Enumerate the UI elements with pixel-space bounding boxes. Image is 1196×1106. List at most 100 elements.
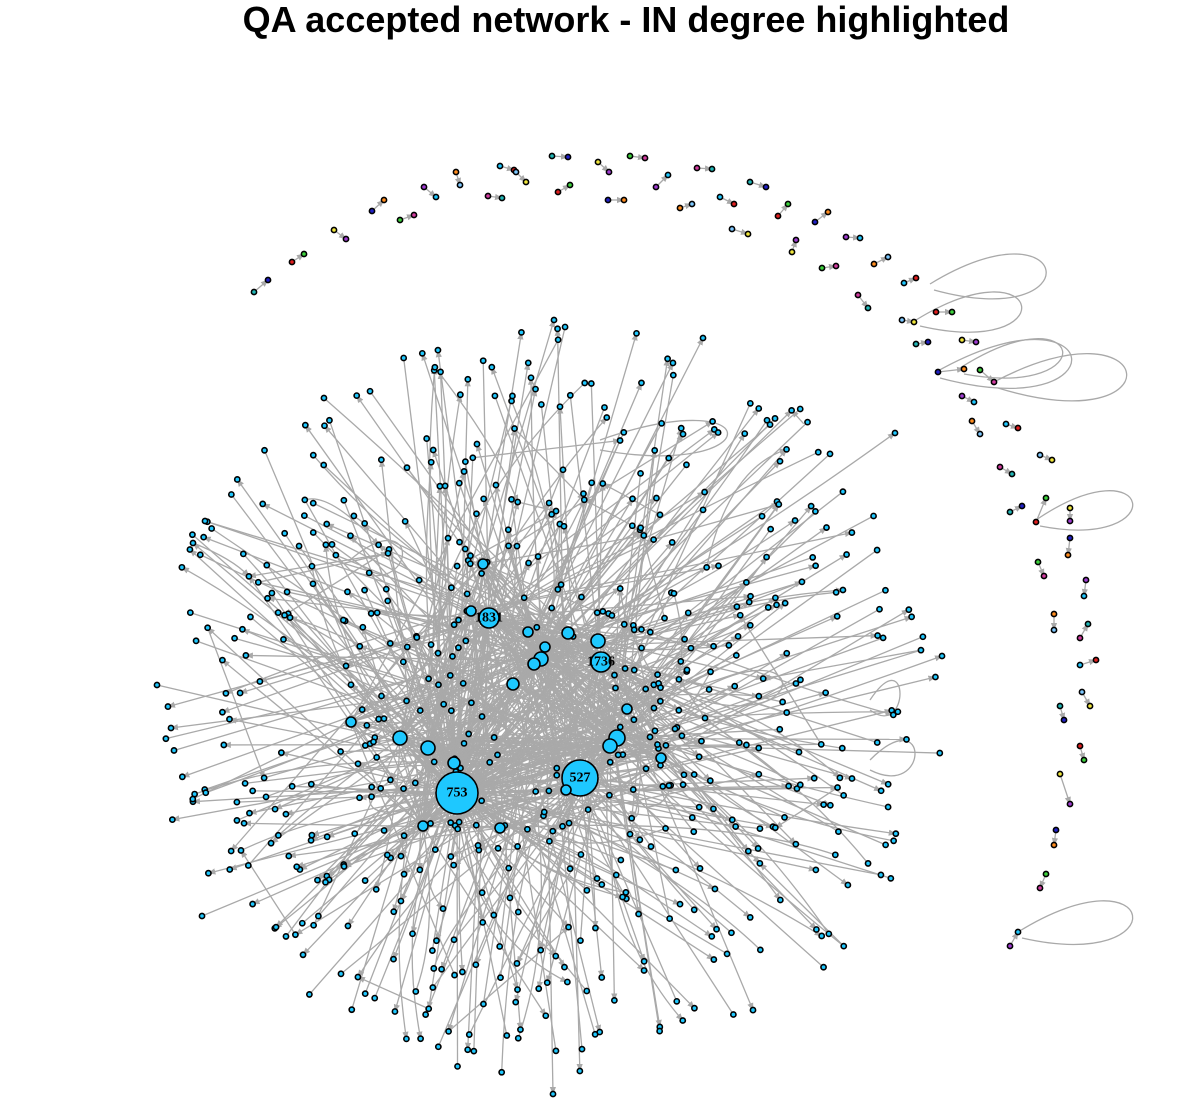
node xyxy=(677,424,685,432)
node xyxy=(417,820,429,832)
edge xyxy=(289,616,581,779)
node xyxy=(552,507,560,515)
edge xyxy=(565,789,732,934)
edge xyxy=(482,663,537,1005)
node xyxy=(683,461,690,469)
node xyxy=(576,1067,584,1075)
node xyxy=(970,398,978,406)
node xyxy=(430,758,438,766)
edge xyxy=(482,533,645,565)
node xyxy=(361,877,369,884)
node xyxy=(397,897,405,905)
node xyxy=(561,963,568,971)
edge xyxy=(326,523,599,642)
edge xyxy=(247,610,472,866)
node xyxy=(566,865,574,873)
node xyxy=(358,706,366,713)
node xyxy=(444,534,452,542)
node xyxy=(749,1006,757,1014)
node xyxy=(439,905,447,913)
node xyxy=(436,482,444,490)
node xyxy=(891,429,899,437)
node xyxy=(809,554,817,561)
edge xyxy=(399,737,570,928)
node xyxy=(713,925,720,933)
node xyxy=(734,632,742,640)
node xyxy=(683,666,691,674)
node xyxy=(583,987,591,995)
node xyxy=(368,783,376,791)
node xyxy=(788,406,796,414)
edge xyxy=(791,409,804,424)
node xyxy=(687,644,695,652)
node xyxy=(1042,494,1050,502)
edge xyxy=(616,528,772,739)
edge xyxy=(533,663,568,791)
node xyxy=(958,392,966,400)
node xyxy=(1014,928,1022,936)
edge xyxy=(540,332,638,660)
node xyxy=(646,628,654,636)
edge xyxy=(482,563,567,791)
node xyxy=(614,751,622,759)
chart-title: QA accepted network - IN degree highligh… xyxy=(242,0,1010,40)
node xyxy=(688,200,696,208)
node xyxy=(479,919,487,926)
node xyxy=(186,609,194,616)
node xyxy=(823,524,830,531)
node xyxy=(708,932,716,940)
node xyxy=(772,594,779,602)
node xyxy=(503,1032,511,1039)
edge xyxy=(189,548,458,794)
node xyxy=(263,561,271,569)
node xyxy=(455,479,463,487)
node xyxy=(903,736,910,743)
edge xyxy=(512,409,793,685)
node xyxy=(247,613,254,621)
node xyxy=(454,644,462,652)
node xyxy=(563,978,571,986)
node xyxy=(976,430,984,438)
node xyxy=(640,532,648,539)
node xyxy=(626,152,634,160)
edge xyxy=(356,394,542,660)
node xyxy=(264,276,272,284)
edge xyxy=(563,789,571,869)
node xyxy=(701,488,708,496)
node xyxy=(664,171,672,179)
node xyxy=(835,828,842,836)
node xyxy=(564,153,572,161)
node xyxy=(598,974,606,981)
node xyxy=(281,611,288,619)
edge xyxy=(427,631,529,749)
node xyxy=(434,1043,442,1051)
node xyxy=(729,1011,737,1018)
node xyxy=(745,598,753,606)
node xyxy=(478,713,486,720)
node xyxy=(877,871,885,879)
node xyxy=(791,517,799,524)
node xyxy=(308,562,316,570)
edge xyxy=(469,610,596,1035)
self-loop xyxy=(929,253,1047,300)
node xyxy=(587,380,595,387)
node xyxy=(505,864,513,872)
node xyxy=(783,445,790,453)
node xyxy=(441,482,449,490)
node xyxy=(496,162,504,170)
node xyxy=(390,955,397,963)
edge xyxy=(481,661,602,893)
hub-label: 753 xyxy=(447,786,468,801)
node xyxy=(1050,841,1058,849)
node xyxy=(1042,870,1050,878)
self-loop xyxy=(935,338,1073,389)
node xyxy=(554,325,561,333)
edge xyxy=(482,563,895,717)
node xyxy=(554,336,562,344)
node xyxy=(202,789,210,797)
node xyxy=(616,437,624,444)
node xyxy=(461,458,469,466)
node xyxy=(540,808,548,816)
node xyxy=(756,825,764,832)
node xyxy=(783,649,791,657)
